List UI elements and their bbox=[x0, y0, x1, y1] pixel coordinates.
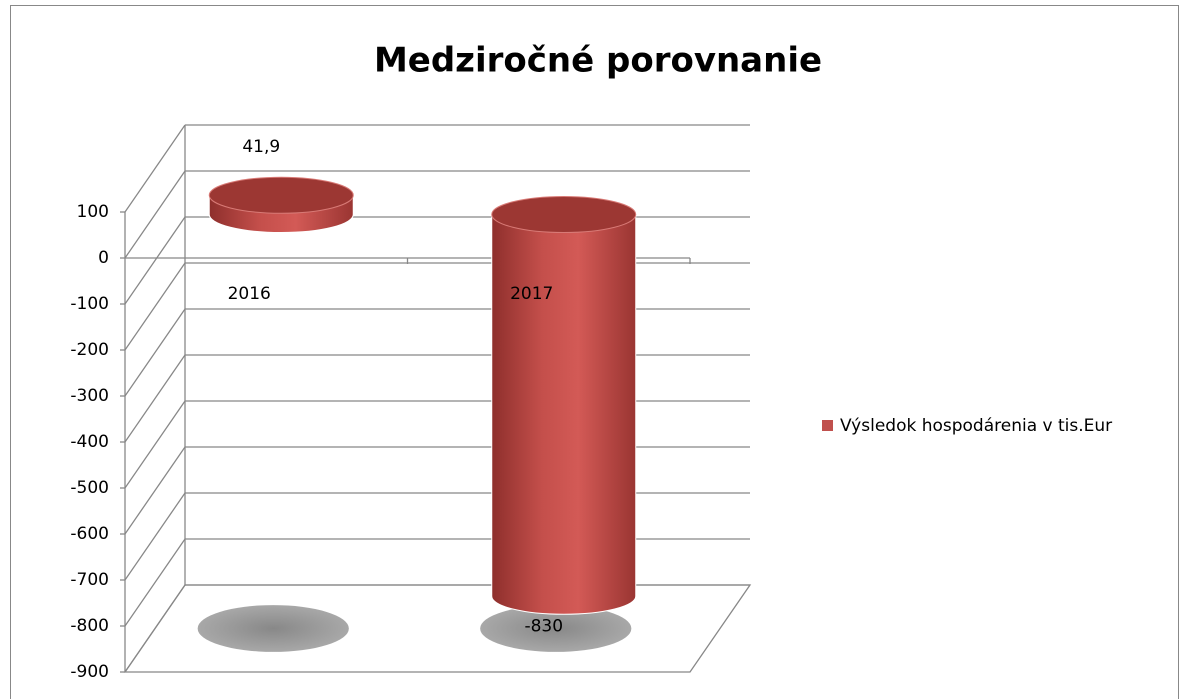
bar-body bbox=[491, 214, 637, 615]
y-tick-label: -600 bbox=[70, 524, 109, 544]
bar-top bbox=[491, 196, 637, 233]
bar-top bbox=[208, 176, 354, 214]
grid-line bbox=[124, 262, 186, 351]
grid-line bbox=[124, 446, 186, 535]
legend-label: Výsledok hospodárenia v tis.Eur bbox=[840, 416, 1112, 436]
x-tick-label: 2017 bbox=[510, 284, 553, 304]
y-tick-label: -400 bbox=[70, 432, 109, 452]
y-tick-label: -700 bbox=[70, 570, 109, 590]
data-label: 41,9 bbox=[242, 137, 280, 157]
y-tick-label: -900 bbox=[70, 662, 109, 682]
y-tick-label: -200 bbox=[70, 340, 109, 360]
bar-shadow bbox=[197, 605, 349, 652]
y-tick-label: -800 bbox=[70, 616, 109, 636]
grid-line bbox=[124, 538, 186, 627]
y-tick-label: -500 bbox=[70, 478, 109, 498]
grid-line bbox=[124, 216, 186, 305]
grid-line bbox=[124, 584, 186, 673]
y-tick-label: -100 bbox=[70, 294, 109, 314]
bar-shadow bbox=[480, 605, 632, 652]
grid-line bbox=[124, 400, 186, 489]
plot-area: -900 -800 -700 -600 -500 -400 -300 -200 -100 0 100… bbox=[70, 124, 752, 682]
x-tick-label: 2016 bbox=[228, 284, 271, 304]
y-tick-label: 100 bbox=[77, 202, 109, 222]
chart-title: Medziročné porovnanie bbox=[374, 41, 822, 81]
grid-line bbox=[124, 492, 186, 581]
grid-line bbox=[124, 170, 186, 259]
grid-line bbox=[124, 308, 186, 397]
data-label: -830 bbox=[524, 616, 563, 636]
legend-swatch bbox=[822, 420, 833, 431]
grid-line bbox=[124, 124, 186, 213]
y-tick-label: -300 bbox=[70, 386, 109, 406]
y-tick-label: 0 bbox=[98, 248, 109, 268]
grid-line bbox=[124, 354, 186, 443]
